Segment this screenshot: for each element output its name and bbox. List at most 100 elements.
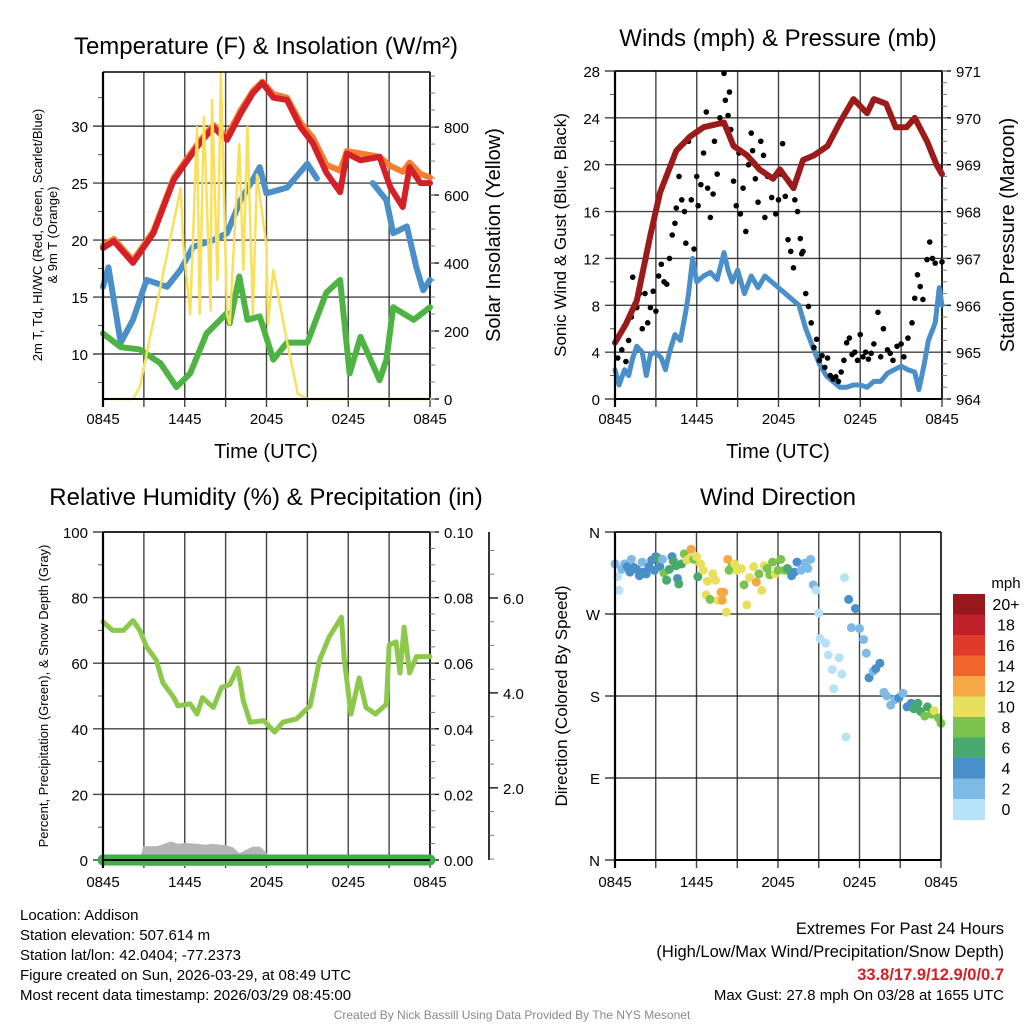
gust-point	[865, 356, 872, 362]
gust-point	[688, 197, 695, 203]
gust-point	[768, 194, 775, 201]
gust-point	[787, 248, 794, 255]
colorbar-label: 0	[1002, 802, 1011, 819]
wind-direction-point	[913, 698, 923, 708]
grid	[93, 72, 431, 407]
y2-tick-label: 0.10	[444, 525, 473, 542]
colorbar-swatch	[953, 635, 985, 656]
gust-point	[681, 208, 688, 215]
wind-direction-point	[776, 554, 786, 564]
colorbar-swatch	[953, 696, 985, 718]
gust-point	[835, 378, 842, 385]
colorbar-swatch	[953, 737, 985, 759]
gust-point	[924, 256, 930, 263]
wind-direction-point	[702, 576, 712, 586]
y-tick-label: 20	[71, 787, 88, 804]
x-axis-label: Time (UTC)	[726, 441, 830, 463]
gust-point	[647, 304, 654, 311]
gust-point	[737, 211, 744, 217]
elevation-text: Station elevation: 507.614 m	[20, 927, 211, 944]
temperature-insolation-panel: Temperature (F) & Insolation (W/m²) Time…	[30, 33, 505, 463]
x-tick-label: 0245	[332, 874, 365, 891]
wind-direction-point	[641, 569, 651, 579]
max-gust-text: Max Gust: 27.8 mph On 03/28 at 1655 UTC	[713, 987, 1004, 1004]
colorbar-swatch	[953, 758, 985, 779]
colorbar-label: 2	[1002, 782, 1011, 799]
x-tick-label: 1445	[680, 411, 713, 428]
gust-point	[901, 354, 907, 360]
y2-tick-label: 600	[444, 188, 469, 205]
y2-tick-label: 0.02	[444, 787, 473, 804]
gust-point	[672, 220, 678, 227]
gust-point	[673, 205, 680, 211]
sonic-wind-line	[612, 250, 945, 393]
wind-direction-point	[686, 544, 696, 554]
wind-direction-point	[674, 579, 684, 589]
gust-point	[625, 337, 632, 344]
gust-point	[760, 152, 767, 159]
colorbar-label: 20+	[992, 597, 1019, 614]
panel-title: Winds (mph) & Pressure (mb)	[619, 25, 936, 52]
wind-direction-point	[749, 562, 759, 572]
y2-tick-label: 0.06	[444, 656, 473, 673]
y-tick-label: S	[590, 689, 600, 706]
y3-tick-label: 2.0	[503, 781, 524, 798]
x-tick-label: 2045	[761, 874, 794, 891]
y2-tick-label: 800	[444, 120, 469, 137]
wind-direction-point	[637, 557, 647, 567]
y2-tick-label: 969	[956, 158, 981, 175]
colorbar-label: 12	[997, 679, 1015, 696]
y-tick-label: 15	[71, 290, 88, 307]
gust-point	[782, 193, 789, 200]
wind-direction-point	[829, 684, 839, 694]
wind-direction-point	[806, 554, 816, 564]
wind-direction-point	[719, 587, 729, 597]
wind-direction-point	[626, 554, 636, 564]
y2-tick-label: 967	[956, 251, 981, 268]
y2-tick-label: 0.08	[444, 591, 473, 608]
wind-direction-point	[929, 706, 939, 716]
gust-point	[905, 335, 911, 341]
gust-point	[676, 173, 682, 180]
series-layer	[100, 70, 433, 401]
gust-point	[726, 89, 733, 95]
gust-point	[619, 347, 625, 353]
wind-direction-point	[757, 585, 767, 595]
wind-direction-point	[751, 577, 761, 587]
wind-direction-point	[814, 608, 824, 618]
wind-direction-point	[705, 594, 715, 604]
gust-point	[880, 325, 887, 332]
extremes-fields: (High/Low/Max Wind/Precipitation/Snow De…	[656, 943, 1004, 961]
gust-point	[909, 320, 915, 326]
2m-t-line	[100, 79, 433, 266]
gust-point	[775, 197, 782, 203]
x-tick-label: 2045	[250, 411, 283, 428]
wind-direction-point	[841, 732, 851, 742]
gust-point	[929, 255, 936, 262]
y-tick-label: 20	[583, 158, 600, 175]
y-tick-label: 4	[592, 345, 600, 362]
wind-direction-point	[744, 573, 754, 583]
wind-direction-panel: Wind Direction Direction (Colored By Spe…	[552, 484, 1021, 891]
y2-tick-label: 200	[444, 324, 469, 341]
gust-point	[745, 161, 752, 168]
gust-point	[843, 339, 850, 346]
y-tick-label: 60	[71, 656, 88, 673]
y-tick-label: 8	[592, 298, 600, 315]
gust-point	[917, 283, 923, 290]
credit-text: Created By Nick Bassill Using Data Provi…	[333, 1008, 691, 1022]
gust-point	[666, 255, 673, 262]
y-tick-label: N	[589, 853, 600, 870]
wind-direction-point	[803, 563, 813, 573]
wind-direction-point	[796, 565, 806, 575]
relative-humidity-line	[100, 614, 433, 735]
series-layer	[612, 70, 945, 393]
gust-point	[920, 296, 926, 303]
colorbar-swatch	[953, 614, 985, 636]
gust-point	[642, 290, 648, 297]
location-text: Location: Addison	[20, 907, 139, 924]
gust-point	[650, 288, 656, 295]
gust-point	[841, 357, 847, 364]
x-tick-label: 0845	[86, 874, 119, 891]
wind-direction-point	[789, 567, 799, 577]
